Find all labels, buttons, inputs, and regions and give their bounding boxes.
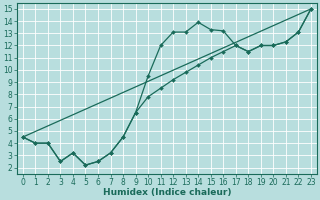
X-axis label: Humidex (Indice chaleur): Humidex (Indice chaleur) — [103, 188, 231, 197]
